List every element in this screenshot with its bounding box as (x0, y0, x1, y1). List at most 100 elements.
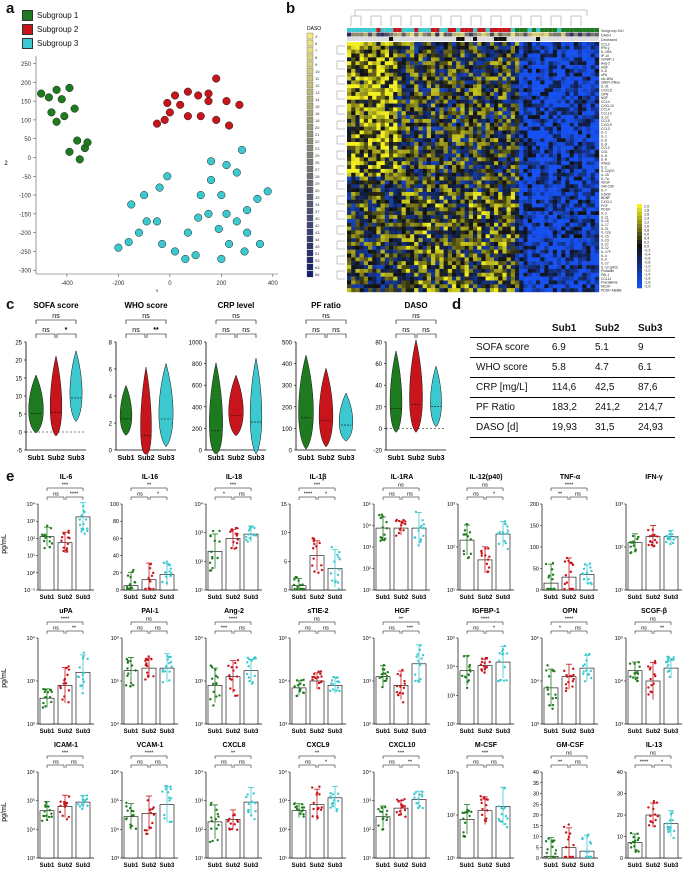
heatmap-cell (447, 126, 453, 131)
heatmap-cell (347, 180, 352, 185)
heatmap-cell (372, 253, 377, 258)
heatmap-cell (531, 192, 537, 197)
heatmap-cell (565, 49, 570, 54)
heatmap-cell (405, 230, 411, 235)
heatmap-cell (569, 249, 574, 254)
daso-level-label: 20 (315, 125, 320, 130)
heatmap-cell (355, 130, 360, 135)
heatmap-cell (548, 276, 553, 281)
heatmap-cell (510, 222, 516, 227)
heatmap-cell (405, 103, 411, 108)
heatmap-cell (355, 61, 360, 66)
heatmap-cell (468, 57, 474, 62)
heatmap-cell (368, 149, 373, 154)
significance-label: ns (332, 327, 340, 334)
heatmap-cell (464, 45, 469, 50)
heatmap-cell (586, 42, 591, 47)
heatmap-cell (506, 88, 511, 93)
heatmap-cell (578, 130, 583, 135)
heatmap-cell (510, 142, 516, 147)
subgroup-annotation-cell (569, 28, 574, 32)
heatmap-cell (426, 234, 432, 239)
significance-bracket (395, 319, 437, 324)
violin-shape (298, 354, 314, 450)
heatmap-cell (557, 145, 562, 150)
heatmap-cell (418, 45, 423, 50)
heatmap-cell (485, 126, 490, 131)
heatmap-cell (557, 215, 562, 220)
heatmap-cell (468, 192, 474, 197)
heatmap-cell (439, 45, 444, 50)
heatmap-cell (447, 45, 453, 50)
daso-level-label: 15 (315, 104, 320, 109)
heatmap-cell (498, 284, 503, 289)
heatmap-cell (452, 234, 457, 239)
heatmap-cell (439, 68, 444, 73)
heatmap-cell (397, 226, 402, 231)
heatmap-cell (460, 68, 465, 73)
heatmap-cell (523, 257, 528, 262)
heatmap-cell (561, 184, 566, 189)
heatmap-cell (498, 57, 503, 62)
legend-subgroup-1: Subgroup 1 (22, 10, 78, 21)
heatmap-cell (439, 230, 444, 235)
heatmap-cell (426, 92, 432, 97)
daso-annotation-cell (393, 32, 398, 37)
heatmap-cell (351, 130, 356, 135)
heatmap-cell (590, 49, 595, 54)
heatmap-cell (380, 84, 385, 89)
heatmap-cell (594, 42, 600, 47)
heatmap-cell (359, 107, 364, 112)
heatmap-cell (523, 268, 528, 273)
data-point (311, 564, 314, 567)
heatmap-cell (384, 272, 390, 277)
data-point (469, 552, 473, 556)
heatmap-cell (569, 42, 574, 47)
heatmap-cell (447, 165, 453, 170)
heatmap-cell (435, 222, 440, 227)
heatmap-cell (544, 180, 549, 185)
heatmap-cell (422, 199, 427, 204)
heatmap-cell (397, 218, 402, 223)
daso-annotation-cell (426, 32, 431, 37)
heatmap-cell (418, 161, 423, 166)
heatmap-cell (594, 49, 600, 54)
heatmap-cell (510, 115, 516, 120)
deceased-annotation-cell (376, 37, 381, 41)
heatmap-cell (565, 153, 570, 158)
y-tick-label: 0 (289, 449, 293, 455)
heatmap-cell (359, 111, 364, 116)
heatmap-cell (557, 61, 562, 66)
heatmap-cell (384, 188, 390, 193)
violin-shape (318, 367, 334, 448)
daso-level-label: 10 (315, 69, 320, 74)
heatmap-cell (414, 234, 419, 239)
heatmap-cell (573, 168, 579, 173)
heatmap-cell (401, 245, 406, 250)
data-point (80, 514, 83, 517)
heatmap-cell (431, 268, 436, 273)
heatmap-cell (460, 80, 465, 85)
heatmap-cell (468, 149, 474, 154)
heatmap-cell (519, 92, 524, 97)
heatmap-cell (498, 176, 503, 181)
heatmap-cell (573, 222, 579, 227)
x-category-label: Sub1 (207, 455, 224, 462)
heatmap-cell (355, 92, 360, 97)
heatmap-cell (473, 249, 478, 254)
heatmap-cell (435, 257, 440, 262)
heatmap-cell (447, 88, 453, 93)
heatmap-cell (435, 126, 440, 131)
heatmap-cell (515, 238, 520, 243)
heatmap-cell (368, 165, 373, 170)
heatmap-cell (561, 238, 566, 243)
heatmap-cell (586, 45, 591, 50)
scatter-point (65, 83, 74, 92)
colorbar-tick-label: 0,0 (644, 245, 649, 249)
heatmap-cell (481, 180, 486, 185)
significance-bracket (233, 496, 252, 500)
heatmap-cell (502, 207, 507, 212)
heatmap-cell (363, 134, 369, 139)
y-tick-label: 20 (375, 405, 382, 411)
heatmap-cell (531, 115, 537, 120)
